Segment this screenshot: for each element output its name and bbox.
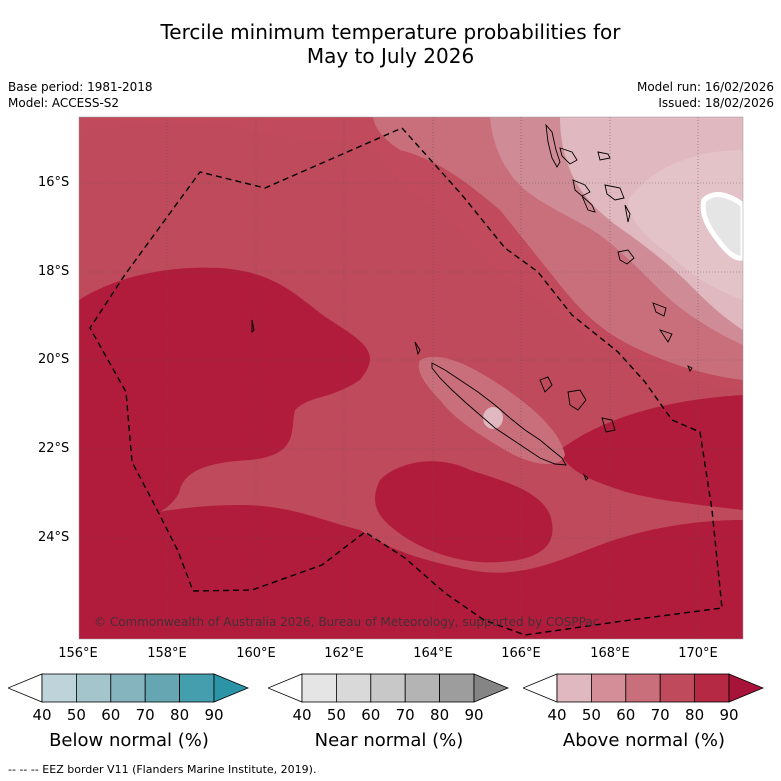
near-normal-label: Near normal (%) bbox=[314, 730, 464, 751]
below-normal-label: Below normal (%) bbox=[49, 730, 209, 751]
vanuatu-coast bbox=[545, 123, 673, 343]
colorbar-tick-label: 70 bbox=[395, 706, 415, 724]
lat-label-16s: 16°S bbox=[38, 175, 70, 190]
model-run: Model run: 16/02/2026 bbox=[636, 80, 774, 94]
lon-label-162e: 162°E bbox=[324, 646, 364, 661]
colorbar-extend-high bbox=[728, 673, 765, 703]
region-above-low-island bbox=[483, 407, 503, 429]
colorbar-bin bbox=[144, 673, 180, 703]
lon-label-158e: 158°E bbox=[147, 646, 187, 661]
lon-label-156e: 156°E bbox=[58, 646, 98, 661]
lon-label-168e: 168°E bbox=[590, 646, 630, 661]
colorbar-tick-label: 60 bbox=[616, 706, 636, 724]
colorbar-tick-label: 70 bbox=[135, 706, 155, 724]
colorbar-tick-label: 40 bbox=[292, 706, 312, 724]
colorbar-tick-label: 90 bbox=[719, 706, 739, 724]
region-above-90-east bbox=[560, 395, 743, 510]
issued-date: Issued: 18/02/2026 bbox=[658, 96, 774, 110]
lat-label-22s: 22°S bbox=[38, 441, 70, 456]
colorbar-tick-label: 60 bbox=[361, 706, 381, 724]
colorbar-extend-high bbox=[473, 673, 510, 703]
chart-title-line1: Tercile minimum temperature probabilitie… bbox=[160, 20, 621, 44]
colorbar-extend-low bbox=[523, 673, 558, 703]
region-near-normal bbox=[703, 194, 743, 259]
colorbar-tick-label: 70 bbox=[650, 706, 670, 724]
colorbar-bin bbox=[41, 673, 77, 703]
colorbar-bin bbox=[404, 673, 440, 703]
eez-legend-footer: -- -- -- EEZ border V11 (Flanders Marine… bbox=[8, 763, 317, 776]
colorbar-bin bbox=[336, 673, 372, 703]
loyalty-islands-coast bbox=[539, 365, 693, 481]
colorbar-extend-low bbox=[268, 673, 303, 703]
colorbar-near-normal bbox=[268, 673, 510, 703]
colorbar-bin bbox=[556, 673, 592, 703]
colorbar-bin bbox=[370, 673, 406, 703]
colorbar-tick-label: 90 bbox=[204, 706, 224, 724]
colorbar-tick-label: 50 bbox=[581, 706, 601, 724]
colorbar-tick-label: 60 bbox=[101, 706, 121, 724]
colorbar-below-normal bbox=[8, 673, 250, 703]
region-above-low-east bbox=[628, 150, 743, 300]
new-caledonia-coast bbox=[431, 362, 567, 466]
region-above-90-central bbox=[375, 461, 553, 563]
chart-title-line2: May to July 2026 bbox=[306, 44, 475, 68]
lon-label-160e: 160°E bbox=[236, 646, 276, 661]
lon-label-170e: 170°E bbox=[678, 646, 718, 661]
colorbar-tick-label: 50 bbox=[66, 706, 86, 724]
colorbar-bin bbox=[179, 673, 215, 703]
colorbar-bin bbox=[110, 673, 146, 703]
region-above-90-lower bbox=[79, 558, 480, 639]
model-name: Model: ACCESS-S2 bbox=[8, 96, 120, 110]
chesterfield-coast bbox=[251, 319, 421, 356]
colorbar-tick-label: 90 bbox=[464, 706, 484, 724]
colorbar-tick-label: 80 bbox=[430, 706, 450, 724]
colorbar-bin bbox=[591, 673, 627, 703]
copyright-text: © Commonwealth of Australia 2026, Bureau… bbox=[94, 615, 599, 629]
colorbar-extend-low bbox=[8, 673, 43, 703]
lat-label-24s: 24°S bbox=[38, 530, 70, 545]
lat-label-20s: 20°S bbox=[38, 352, 70, 367]
graticule bbox=[79, 117, 743, 639]
map-frame bbox=[78, 116, 744, 640]
coastlines bbox=[251, 123, 693, 481]
colorbar-bin bbox=[625, 673, 661, 703]
colorbar-tick-label: 50 bbox=[326, 706, 346, 724]
base-period: Base period: 1981-2018 bbox=[8, 80, 153, 94]
colorbar-bin bbox=[76, 673, 112, 703]
colorbar-bin bbox=[659, 673, 695, 703]
lat-label-18s: 18°S bbox=[38, 264, 70, 279]
colorbar-tick-label: 80 bbox=[685, 706, 705, 724]
colorbar-bin bbox=[694, 673, 730, 703]
eez-border bbox=[89, 127, 723, 636]
colorbar-bin bbox=[301, 673, 337, 703]
colorbar-bin bbox=[439, 673, 475, 703]
colorbar-above-normal bbox=[523, 673, 765, 703]
colorbar-extend-high bbox=[213, 673, 250, 703]
colorbar-tick-label: 40 bbox=[547, 706, 567, 724]
region-above-80-west bbox=[79, 267, 370, 540]
lon-label-166e: 166°E bbox=[501, 646, 541, 661]
colorbar-tick-label: 40 bbox=[32, 706, 52, 724]
lon-label-164e: 164°E bbox=[413, 646, 453, 661]
above-normal-label: Above normal (%) bbox=[562, 730, 726, 751]
colorbar-tick-label: 80 bbox=[170, 706, 190, 724]
region-near-normal-outline bbox=[700, 192, 743, 261]
